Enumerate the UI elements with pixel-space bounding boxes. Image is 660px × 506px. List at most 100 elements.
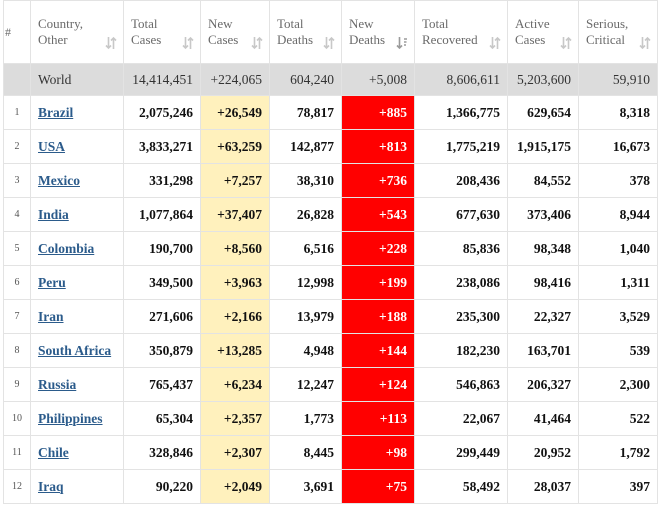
country-link[interactable]: Peru: [38, 274, 66, 290]
row-rank: 4: [3, 197, 31, 232]
serious-critical-cell: 8,944: [578, 197, 658, 232]
total-cases-cell: 90,220: [123, 469, 201, 504]
total-cases-cell: 190,700: [123, 231, 201, 266]
new-cases-cell: +2,357: [200, 401, 270, 436]
total-cases-cell: 331,298: [123, 163, 201, 198]
header-label-line: Recovered: [422, 32, 478, 47]
total-cases-cell: 1,077,864: [123, 197, 201, 232]
total-cases-cell: 14,414,451: [123, 63, 201, 96]
row-rank: 6: [3, 265, 31, 300]
country-link[interactable]: Iraq: [38, 478, 64, 494]
country-link[interactable]: Chile: [38, 444, 69, 460]
total-recovered-cell: 8,606,611: [414, 63, 508, 96]
serious-critical-cell: 8,318: [578, 95, 658, 130]
active-cases-cell: 22,327: [507, 299, 579, 334]
country-cell: Iran: [30, 299, 124, 334]
column-header-total-cases[interactable]: Total Cases: [123, 0, 201, 64]
country-name: World: [30, 63, 124, 96]
column-header-label: Active Cases: [515, 16, 578, 48]
total-deaths-cell: 4,948: [269, 333, 342, 368]
active-cases-cell: 28,037: [507, 469, 579, 504]
new-cases-cell: +2,307: [200, 435, 270, 470]
country-link[interactable]: Brazil: [38, 104, 74, 120]
sort-arrows-icon[interactable]: [251, 36, 263, 50]
total-recovered-cell: 58,492: [414, 469, 508, 504]
total-deaths-cell: 12,247: [269, 367, 342, 402]
serious-critical-cell: 2,300: [578, 367, 658, 402]
country-link[interactable]: Colombia: [38, 240, 95, 256]
header-label-line: Cases: [515, 32, 546, 47]
covid-stats-table: # Country, Other Total Cases New Cases Total Dea…: [3, 0, 658, 504]
header-label-line: Critical: [586, 32, 625, 47]
column-header-new-deaths[interactable]: New Deaths: [341, 0, 415, 64]
serious-critical-cell: 1,311: [578, 265, 658, 300]
table-row: 11 Chile 328,846 +2,307 8,445 +98 299,449 20,95…: [3, 435, 658, 470]
table-row: 5 Colombia 190,700 +8,560 6,516 +228 85,836 98,…: [3, 231, 658, 266]
total-recovered-cell: 1,366,775: [414, 95, 508, 130]
active-cases-cell: 20,952: [507, 435, 579, 470]
country-link[interactable]: Mexico: [38, 172, 80, 188]
total-cases-cell: 349,500: [123, 265, 201, 300]
table-row: 3 Mexico 331,298 +7,257 38,310 +736 208,436 84,…: [3, 163, 658, 198]
column-header-total-recovered[interactable]: Total Recovered: [414, 0, 508, 64]
total-deaths-cell: 142,877: [269, 129, 342, 164]
new-deaths-cell: +885: [341, 95, 415, 130]
serious-critical-cell: 3,529: [578, 299, 658, 334]
sort-arrows-icon[interactable]: [182, 36, 194, 50]
new-cases-cell: +2,166: [200, 299, 270, 334]
active-cases-cell: 84,552: [507, 163, 579, 198]
table-header: # Country, Other Total Cases New Cases Total Dea…: [3, 0, 658, 64]
table-row: 9 Russia 765,437 +6,234 12,247 +124 546,863 206…: [3, 367, 658, 402]
column-header-total-deaths[interactable]: Total Deaths: [269, 0, 342, 64]
column-header-country[interactable]: Country, Other: [30, 0, 124, 64]
sort-arrows-icon[interactable]: [105, 36, 117, 50]
country-link[interactable]: Russia: [38, 376, 77, 392]
header-label-line: Serious,: [586, 16, 629, 31]
country-link[interactable]: Philippines: [38, 410, 103, 426]
sort-arrows-icon[interactable]: [560, 36, 572, 50]
column-header-label: Serious, Critical: [586, 16, 657, 48]
country-cell: Philippines: [30, 401, 124, 436]
total-cases-cell: 2,075,246: [123, 95, 201, 130]
total-deaths-cell: 13,979: [269, 299, 342, 334]
country-link[interactable]: South Africa: [38, 342, 112, 358]
new-cases-cell: +63,259: [200, 129, 270, 164]
sort-desc-icon[interactable]: [396, 36, 408, 50]
row-rank: [3, 63, 31, 96]
sort-arrows-icon[interactable]: [323, 36, 335, 50]
table-row: 8 South Africa 350,879 +13,285 4,948 +144 182,…: [3, 333, 658, 368]
new-deaths-cell: +228: [341, 231, 415, 266]
total-deaths-cell: 604,240: [269, 63, 342, 96]
column-header-serious-critical[interactable]: Serious, Critical: [578, 0, 658, 64]
country-link[interactable]: India: [38, 206, 69, 222]
total-recovered-cell: 85,836: [414, 231, 508, 266]
country-link[interactable]: Iran: [38, 308, 64, 324]
column-header-active-cases[interactable]: Active Cases: [507, 0, 579, 64]
serious-critical-cell: 539: [578, 333, 658, 368]
serious-critical-cell: 59,910: [578, 63, 658, 96]
new-cases-cell: +37,407: [200, 197, 270, 232]
active-cases-cell: 41,464: [507, 401, 579, 436]
table-row: 4 India 1,077,864 +37,407 26,828 +543 677,630 3…: [3, 197, 658, 232]
table-body: World 14,414,451 +224,065 604,240 +5,008 8,60…: [3, 63, 658, 504]
table-row: 1 Brazil 2,075,246 +26,549 78,817 +885 1,366,7…: [3, 95, 658, 130]
new-deaths-cell: +144: [341, 333, 415, 368]
column-header-label: New Cases: [208, 16, 269, 48]
column-header-new-cases[interactable]: New Cases: [200, 0, 270, 64]
total-recovered-cell: 182,230: [414, 333, 508, 368]
sort-arrows-icon[interactable]: [489, 36, 501, 50]
column-header-num[interactable]: #: [3, 0, 31, 64]
serious-critical-cell: 1,792: [578, 435, 658, 470]
new-cases-cell: +7,257: [200, 163, 270, 198]
country-link[interactable]: USA: [38, 138, 66, 154]
new-cases-cell: +13,285: [200, 333, 270, 368]
sort-arrows-icon[interactable]: [639, 36, 651, 50]
total-recovered-cell: 299,449: [414, 435, 508, 470]
new-deaths-cell: +75: [341, 469, 415, 504]
country-cell: South Africa: [30, 333, 124, 368]
new-deaths-cell: +199: [341, 265, 415, 300]
table-row: 10 Philippines 65,304 +2,357 1,773 +113 22,067…: [3, 401, 658, 436]
active-cases-cell: 629,654: [507, 95, 579, 130]
serious-critical-cell: 1,040: [578, 231, 658, 266]
table-row: 2 USA 3,833,271 +63,259 142,877 +813 1,775,219…: [3, 129, 658, 164]
